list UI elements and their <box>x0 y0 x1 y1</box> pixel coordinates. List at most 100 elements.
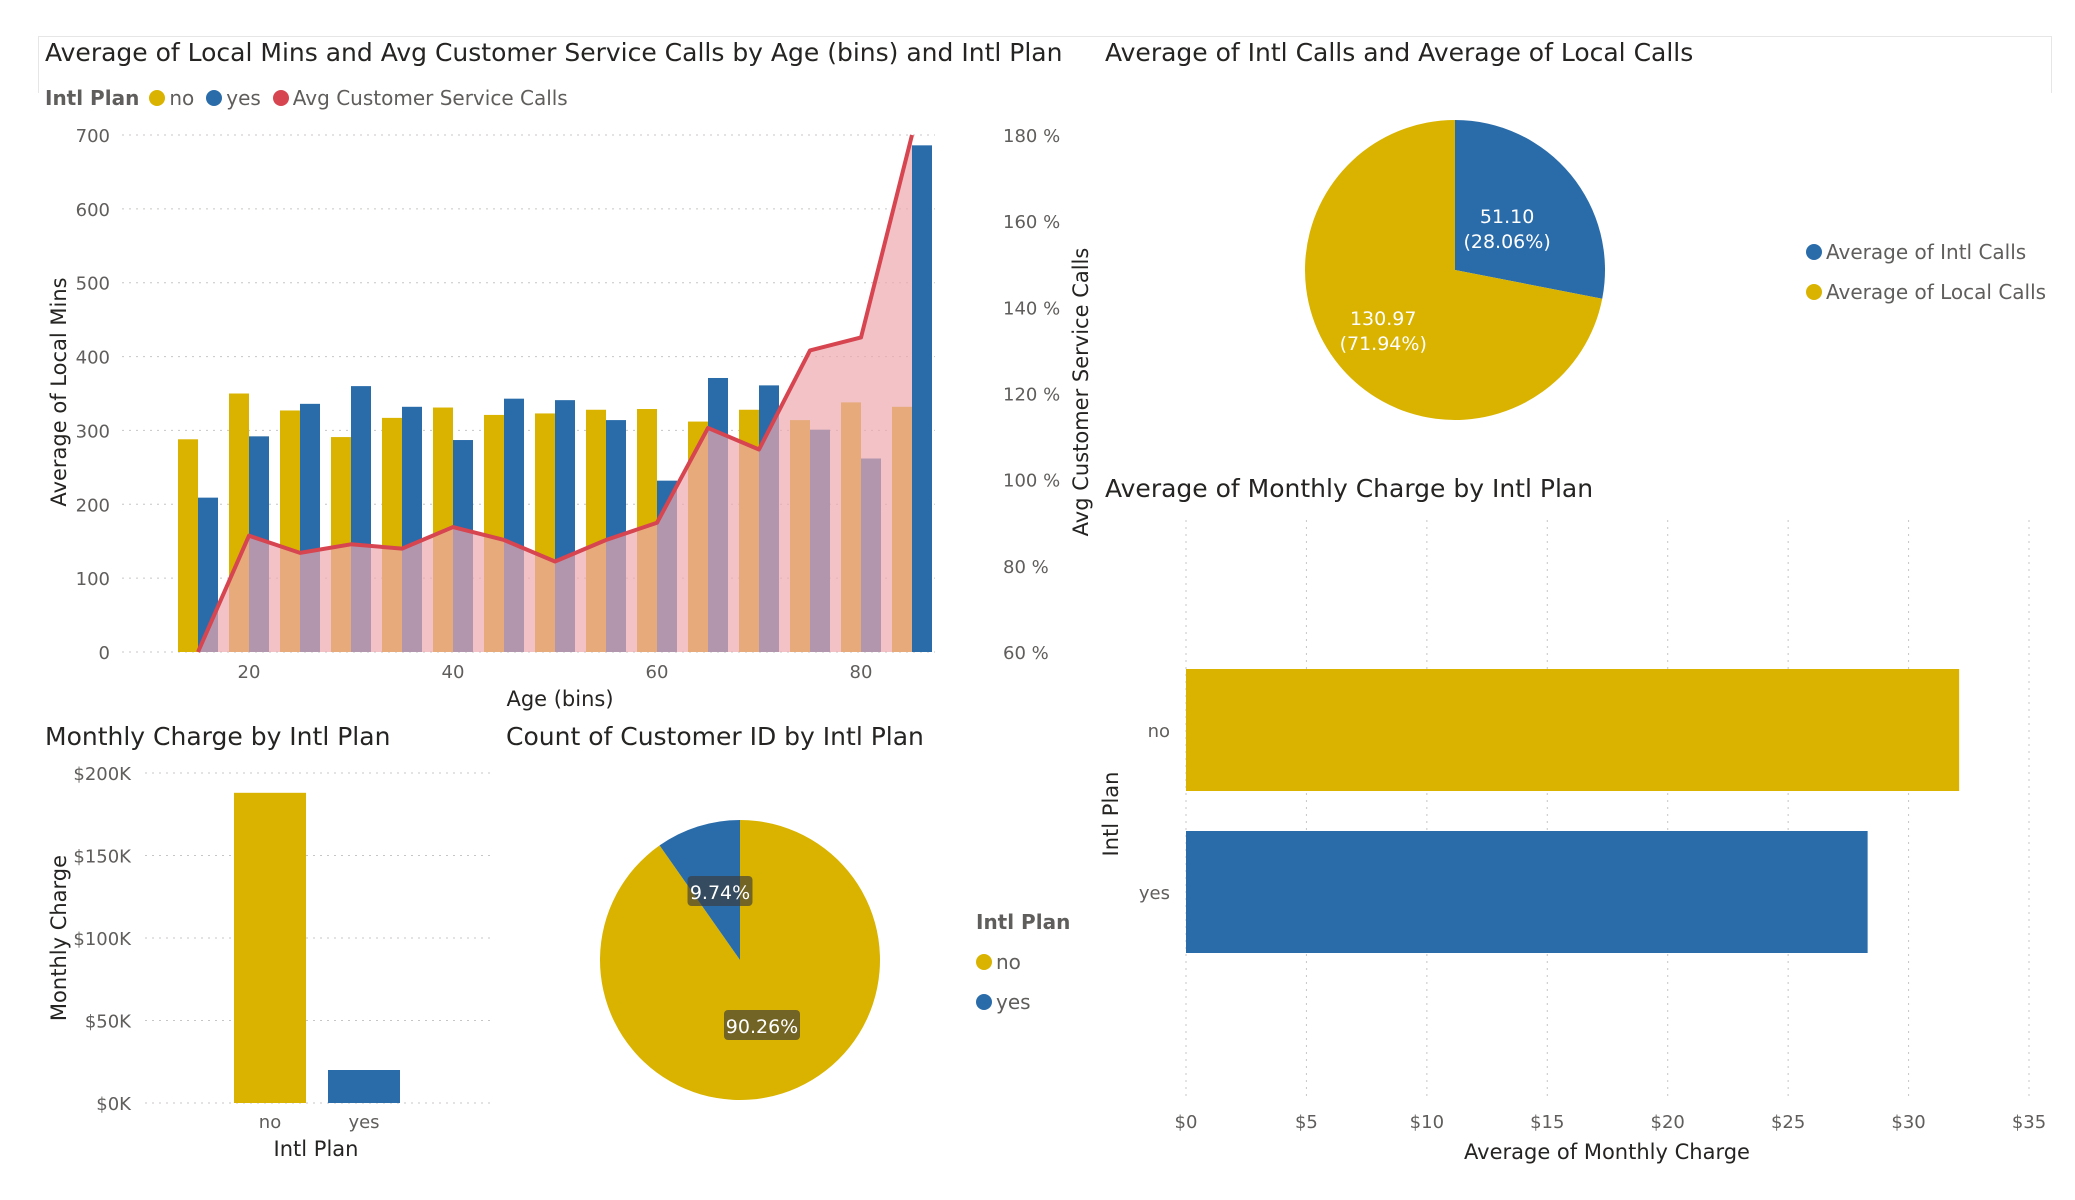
pie-data-percent: (71.94%) <box>1340 333 1427 355</box>
legend-dot-service-calls <box>272 90 289 106</box>
x-tick-label: $15 <box>1530 1112 1564 1133</box>
legend-dot-no-count <box>976 954 992 970</box>
count-pie-legend: Intl Plan no yes <box>976 910 1070 1030</box>
legend-dot-intl-calls <box>1806 244 1822 260</box>
chart-frame <box>38 36 2052 93</box>
y-tick-label: $100K <box>73 929 132 950</box>
pie-data-label-no: 90.26% <box>726 1016 798 1038</box>
legend-title: Intl Plan <box>45 86 140 110</box>
pie-data-label-yes-bg <box>687 876 753 906</box>
x-tick-label: 20 <box>238 662 261 683</box>
x-tick-label: yes <box>348 1112 379 1133</box>
bar-yes <box>1186 831 1868 953</box>
x-tick-label: $5 <box>1295 1112 1318 1133</box>
x-axis-title: Intl Plan <box>274 1137 359 1161</box>
y-tick-label: 100 <box>76 569 110 590</box>
y-tick-label: 0 <box>99 643 110 664</box>
legend-item-no-count[interactable]: no <box>976 950 1070 974</box>
y-tick-label: 300 <box>76 421 110 442</box>
count-pie-plot: 9.74% 90.26% <box>600 820 880 1100</box>
pie-data-label-no-bg <box>724 1010 800 1040</box>
y-tick-label: 500 <box>76 274 110 295</box>
count-pie-visual[interactable]: Count of Customer ID by Intl Plan <box>506 722 1086 1122</box>
pie-data-label-yes: 9.74% <box>690 882 750 904</box>
x-axis-title: Average of Monthly Charge <box>1464 1140 1750 1164</box>
calls-pie-visual[interactable]: Average of Intl Calls and Average of Loc… <box>1105 38 2045 438</box>
pie-data-label: 51.10 <box>1480 206 1534 228</box>
y2-axis-title: Avg Customer Service Calls <box>1069 248 1093 537</box>
legend-item-local-calls[interactable]: Average of Local Calls <box>1806 280 2046 304</box>
y-axis-title: Intl Plan <box>1100 772 1123 857</box>
y2-tick-label: 160 % <box>1003 212 1060 233</box>
combo-chart-title: Average of Local Mins and Avg Customer S… <box>45 38 1063 67</box>
y2-tick-label: 80 % <box>1003 557 1049 578</box>
combo-chart-plot: 0 100 200 300 400 500 600 700 60 % 80 % 100 % 120 %… <box>47 126 1093 711</box>
legend-item-intl-calls[interactable]: Average of Intl Calls <box>1806 240 2046 264</box>
x-tick-label: $25 <box>1771 1112 1805 1133</box>
x-tick-label: $10 <box>1410 1112 1444 1133</box>
y2-tick-label: 140 % <box>1003 298 1060 319</box>
y-tick-label: $50K <box>85 1012 132 1033</box>
hbar-title: Average of Monthly Charge by Intl Plan <box>1105 474 1594 503</box>
y2-tick-label: 120 % <box>1003 385 1060 406</box>
y-tick-label: 200 <box>76 495 110 516</box>
legend-dot-yes-count <box>976 994 992 1010</box>
hbar-visual[interactable]: Average of Monthly Charge by Intl Plan <box>1105 474 2045 1174</box>
y2-tick-label: 60 % <box>1003 643 1049 664</box>
legend-dot-local-calls <box>1806 284 1822 300</box>
y2-tick-label: 180 % <box>1003 126 1060 147</box>
y-tick-label: $0K <box>96 1094 132 1115</box>
y-tick-label: no <box>1148 721 1170 742</box>
x-axis-title: Age (bins) <box>506 687 613 711</box>
legend-label-no: no <box>169 86 195 110</box>
legend-dot-no <box>149 90 166 106</box>
pie-data-percent: (28.06%) <box>1463 231 1550 253</box>
service-calls-area <box>198 135 912 652</box>
combo-chart-legend: Intl Plan no yes Avg Customer Service Ca… <box>45 86 580 110</box>
colbar-visual[interactable]: Monthly Charge by Intl Plan <box>45 722 495 1172</box>
x-tick-label: 80 <box>850 662 873 683</box>
calls-pie-title: Average of Intl Calls and Average of Loc… <box>1105 38 1694 67</box>
pie-data-label: 130.97 <box>1350 308 1416 330</box>
y-tick-label: 700 <box>76 126 110 147</box>
x-tick-label: no <box>259 1112 281 1133</box>
bar-yes <box>912 145 932 652</box>
pie-slice-intl-calls <box>1455 120 1605 299</box>
legend-dot-yes <box>206 90 223 106</box>
y-tick-label: $150K <box>73 847 132 868</box>
legend-item-yes-count[interactable]: yes <box>976 990 1070 1014</box>
x-tick-label: $35 <box>2012 1112 2046 1133</box>
legend-item-yes[interactable]: yes <box>206 86 261 110</box>
y-tick-label: $200K <box>73 764 132 785</box>
bar-no <box>178 439 198 652</box>
y-axis-title: Monthly Charge <box>47 855 71 1021</box>
legend-label-no-count: no <box>996 950 1021 974</box>
legend-item-service-calls[interactable]: Avg Customer Service Calls <box>272 86 568 110</box>
bar-yes <box>328 1070 400 1103</box>
count-pie-legend-title: Intl Plan <box>976 910 1071 934</box>
calls-pie-plot: 51.10 (28.06%) 130.97 (71.94%) <box>1305 120 1605 421</box>
x-tick-label: $0 <box>1175 1112 1198 1133</box>
x-tick-label: 40 <box>442 662 465 683</box>
legend-label-local-calls: Average of Local Calls <box>1826 280 2047 304</box>
x-tick-label: $30 <box>1891 1112 1925 1133</box>
legend-item-no[interactable]: no <box>149 86 194 110</box>
pie-slice-local-calls <box>1305 120 1603 421</box>
colbar-plot: $0K $50K $100K $150K $200K no yes Intl Plan Mont… <box>47 764 490 1161</box>
bar-no <box>1186 669 1960 791</box>
legend-label-service-calls: Avg Customer Service Calls <box>292 86 568 110</box>
legend-label-yes: yes <box>226 86 261 110</box>
legend-label-yes-count: yes <box>996 990 1031 1014</box>
y-tick-label: yes <box>1139 883 1170 904</box>
y-tick-label: 600 <box>76 200 110 221</box>
calls-pie-legend: Average of Intl Calls Average of Local C… <box>1806 240 2046 320</box>
count-pie-title: Count of Customer ID by Intl Plan <box>506 722 924 751</box>
bar-no <box>234 792 306 1103</box>
colbar-title: Monthly Charge by Intl Plan <box>45 722 391 751</box>
y-axis-title: Average of Local Mins <box>47 277 71 506</box>
hbar-plot: $0 $5 $10 $15 $20 $25 $30 $35 no yes Average of Mo… <box>1100 520 2046 1164</box>
x-tick-label: 60 <box>646 662 669 683</box>
legend-label-intl-calls: Average of Intl Calls <box>1826 240 2027 264</box>
combo-chart-visual[interactable]: Average of Local Mins and Avg Customer S… <box>45 38 1085 718</box>
y-tick-label: 400 <box>76 348 110 369</box>
